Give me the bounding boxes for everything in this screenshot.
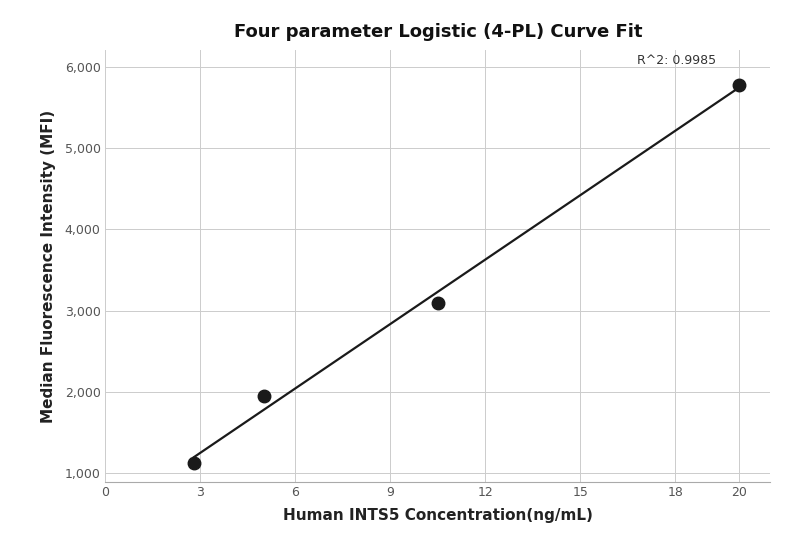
Point	[187, 459, 200, 468]
Text: R^2: 0.9985: R^2: 0.9985	[637, 54, 717, 67]
Title: Four parameter Logistic (4-PL) Curve Fit: Four parameter Logistic (4-PL) Curve Fit	[234, 22, 642, 40]
Y-axis label: Median Fluorescence Intensity (MFI): Median Fluorescence Intensity (MFI)	[41, 109, 56, 423]
X-axis label: Human INTS5 Concentration(ng/mL): Human INTS5 Concentration(ng/mL)	[283, 508, 593, 523]
Point	[431, 298, 444, 307]
Point	[732, 80, 745, 89]
Point	[257, 391, 270, 400]
